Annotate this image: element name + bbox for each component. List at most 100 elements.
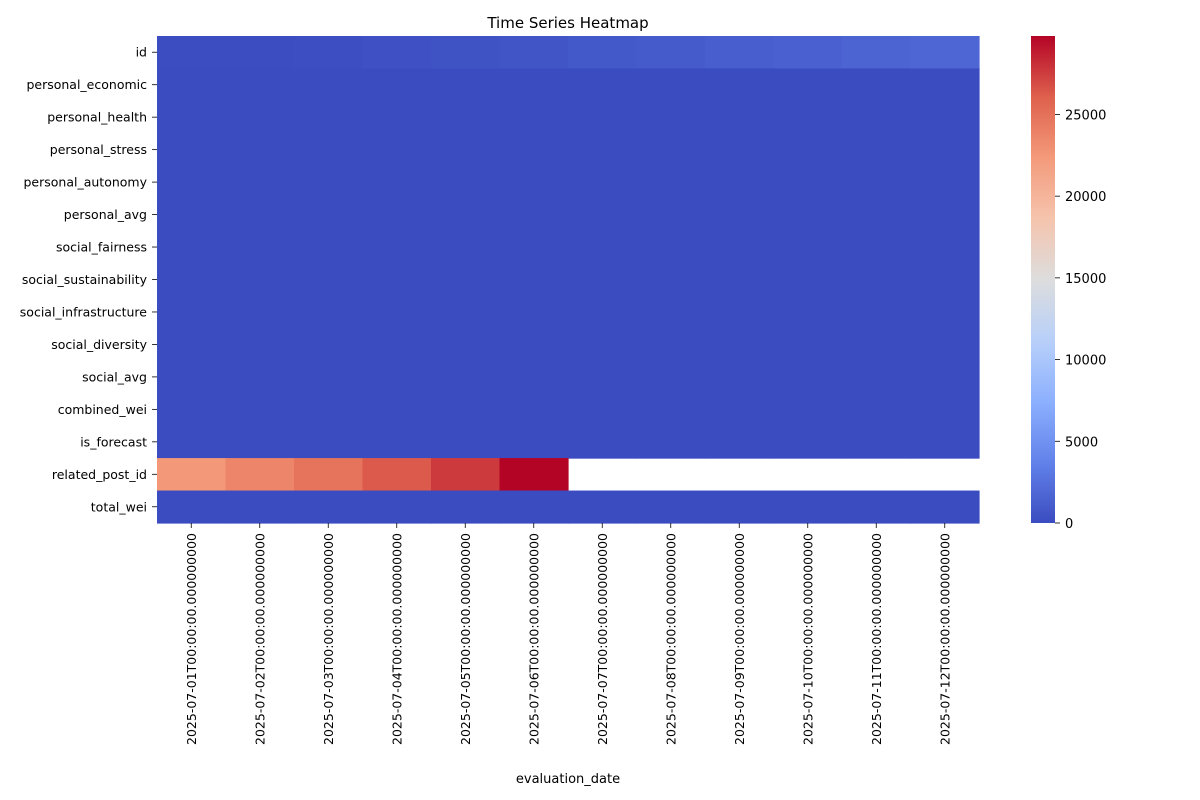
- x-tick-label: 2025-07-02T00:00:00.000000000: [252, 533, 267, 745]
- heatmap-cell: [225, 360, 295, 394]
- x-tick-label: 2025-07-09T00:00:00.000000000: [732, 533, 747, 745]
- heatmap-cell: [157, 165, 227, 199]
- heatmap-cell: [225, 36, 295, 70]
- x-tick-label: 2025-07-04T00:00:00.000000000: [389, 533, 404, 745]
- heatmap-cell: [362, 490, 432, 524]
- heatmap-cell: [431, 165, 501, 199]
- heatmap-cell: [362, 360, 432, 394]
- heatmap-cell: [842, 165, 912, 199]
- y-tick-label: personal_health: [47, 110, 147, 125]
- y-tick-label: social_sustainability: [22, 272, 148, 287]
- heatmap-cell: [636, 68, 706, 102]
- heatmap-cell: [362, 165, 432, 199]
- heatmap-cell: [568, 360, 638, 394]
- heatmap-cell: [499, 458, 569, 492]
- y-tick-label: combined_wei: [58, 402, 147, 417]
- heatmap-cell: [910, 165, 980, 199]
- heatmap-cell: [910, 393, 980, 427]
- heatmap-cell: [773, 198, 843, 232]
- heatmap-cell: [705, 393, 775, 427]
- y-tick-label: social_avg: [82, 369, 147, 384]
- x-axis-title: evaluation_date: [516, 772, 620, 787]
- heatmap-cell: [431, 393, 501, 427]
- heatmap-cell: [157, 393, 227, 427]
- heatmap-cell: [705, 198, 775, 232]
- heatmap-cell: [499, 198, 569, 232]
- heatmap-cell: [773, 425, 843, 459]
- heatmap-cell: [568, 295, 638, 329]
- heatmap-cell: [773, 36, 843, 70]
- heatmap-cell: [705, 100, 775, 134]
- colorbar-tick-label: 0: [1065, 517, 1073, 532]
- x-tick-label: 2025-07-03T00:00:00.000000000: [321, 533, 336, 745]
- heatmap-cell: [773, 100, 843, 134]
- heatmap-cell: [225, 230, 295, 264]
- x-tick-label: 2025-07-12T00:00:00.000000000: [937, 533, 952, 745]
- heatmap-cell: [499, 393, 569, 427]
- heatmap-cell: [568, 263, 638, 297]
- heatmap-cell: [568, 36, 638, 70]
- heatmap-cell: [568, 328, 638, 362]
- heatmap-cell: [431, 425, 501, 459]
- heatmap-cell: [431, 198, 501, 232]
- heatmap-cell: [910, 328, 980, 362]
- heatmap-cell: [705, 425, 775, 459]
- heatmap-cell: [431, 295, 501, 329]
- heatmap-cell: [431, 263, 501, 297]
- y-tick-label: personal_avg: [64, 207, 147, 222]
- heatmap-cell: [568, 133, 638, 167]
- colorbar-tick-label: 5000: [1065, 435, 1098, 450]
- heatmap-cell: [157, 360, 227, 394]
- heatmap-cell: [225, 198, 295, 232]
- heatmap-cell: [773, 133, 843, 167]
- heatmap-cell: [157, 458, 227, 492]
- heatmap-cell: [362, 263, 432, 297]
- heatmap-cell: [362, 100, 432, 134]
- heatmap-cell: [294, 393, 364, 427]
- heatmap-cell: [705, 295, 775, 329]
- heatmap-cell: [225, 165, 295, 199]
- heatmap-cell: [773, 393, 843, 427]
- colorbar-tick-label: 15000: [1065, 272, 1106, 287]
- heatmap-cell: [636, 295, 706, 329]
- heatmap-cell: [157, 425, 227, 459]
- heatmap-cell: [225, 295, 295, 329]
- heatmap-cell: [499, 36, 569, 70]
- y-tick-label: personal_economic: [26, 77, 147, 92]
- heatmap-cell: [499, 230, 569, 264]
- colorbar-tick-label: 20000: [1065, 190, 1106, 205]
- heatmap-cell: [910, 425, 980, 459]
- heatmap-cell: [157, 263, 227, 297]
- heatmap-cell: [499, 68, 569, 102]
- y-tick-label: id: [136, 45, 147, 60]
- heatmap-cell: [225, 425, 295, 459]
- heatmap-cell: [910, 263, 980, 297]
- heatmap-cell: [842, 230, 912, 264]
- y-tick-label: social_fairness: [56, 240, 147, 255]
- heatmap-cell: [842, 263, 912, 297]
- heatmap-cell: [773, 328, 843, 362]
- heatmap-cell: [842, 425, 912, 459]
- heatmap-cell: [225, 263, 295, 297]
- heatmap-cell: [842, 295, 912, 329]
- heatmap-cell: [773, 165, 843, 199]
- heatmap-cell: [294, 328, 364, 362]
- heatmap-cell: [568, 230, 638, 264]
- heatmap-cell: [636, 133, 706, 167]
- heatmap-cell: [705, 230, 775, 264]
- heatmap-cell: [910, 230, 980, 264]
- heatmap-cell: [705, 263, 775, 297]
- heatmap-cell: [157, 36, 227, 70]
- x-tick-label: 2025-07-08T00:00:00.000000000: [663, 533, 678, 745]
- heatmap-cell: [362, 230, 432, 264]
- heatmap-cell: [499, 328, 569, 362]
- heatmap-cell: [157, 198, 227, 232]
- heatmap-cell: [362, 458, 432, 492]
- heatmap-cell: [294, 230, 364, 264]
- y-tick-label: personal_stress: [50, 142, 147, 157]
- heatmap-cell: [362, 68, 432, 102]
- heatmap-cell: [636, 230, 706, 264]
- heatmap-cell: [431, 490, 501, 524]
- heatmap-cell: [431, 36, 501, 70]
- heatmap-cell: [568, 393, 638, 427]
